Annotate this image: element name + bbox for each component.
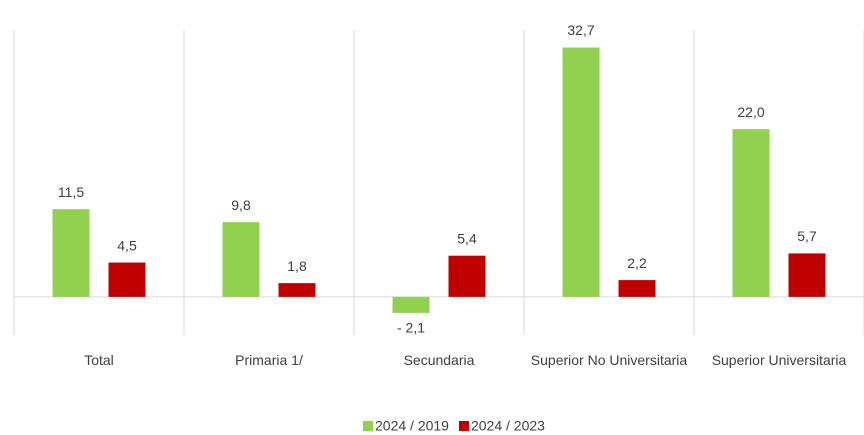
bar xyxy=(732,129,770,297)
value-label: 32,7 xyxy=(567,22,594,38)
legend-label: 2024 / 2019 xyxy=(375,418,449,434)
x-tick-label: Superior No Universitaria xyxy=(530,352,688,368)
bar xyxy=(448,255,486,297)
bar xyxy=(788,253,826,297)
value-label: 5,4 xyxy=(457,230,477,246)
bar xyxy=(618,280,656,297)
value-label: 11,5 xyxy=(58,184,84,200)
legend-swatch xyxy=(458,421,469,431)
x-tick-label: Total xyxy=(84,352,114,368)
x-tick-label: Superior Universitaria xyxy=(711,352,847,368)
bar xyxy=(562,47,600,297)
bar xyxy=(278,283,316,297)
bar xyxy=(392,296,430,313)
legend-label: 2024 / 2023 xyxy=(471,418,545,434)
value-label: - 2,1 xyxy=(397,320,425,336)
x-tick-label: Secundaria xyxy=(403,352,475,368)
bar xyxy=(222,222,260,297)
legend-swatch xyxy=(363,421,373,431)
bar xyxy=(108,262,146,297)
value-label: 2,2 xyxy=(627,255,647,271)
value-label: 5,7 xyxy=(797,228,817,244)
value-label: 22,0 xyxy=(737,104,764,120)
value-label: 9,8 xyxy=(231,197,251,213)
x-tick-label: Primaria 1/ xyxy=(235,352,303,368)
value-label: 4,5 xyxy=(117,237,137,253)
bar xyxy=(52,209,90,297)
value-label: 1,8 xyxy=(287,258,307,274)
